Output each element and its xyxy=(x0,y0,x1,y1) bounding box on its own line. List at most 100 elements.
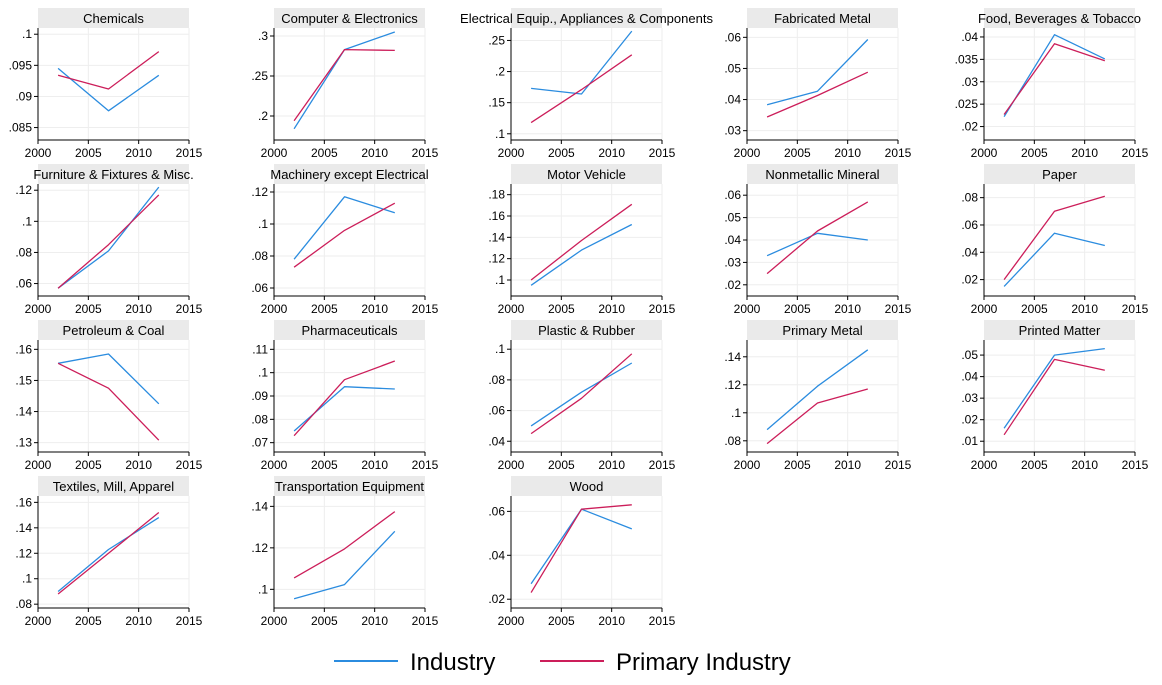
x-tick-label: 2010 xyxy=(1071,458,1098,472)
y-tick-label: .05 xyxy=(961,348,978,362)
panel-title: Pharmaceuticals xyxy=(301,323,398,338)
panel-chemicals: Chemicals .085 .09 .095 .1 2000 2005 2010 2015 xyxy=(9,8,203,160)
y-tick-label: .04 xyxy=(488,434,505,448)
panel-fabricated-metal: Fabricated Metal .03 .04 .05 .06 2000 2005 2010… xyxy=(724,8,912,160)
panel-header xyxy=(274,8,425,28)
x-tick-label: 2005 xyxy=(548,302,575,316)
x-tick-label: 2000 xyxy=(734,302,761,316)
panel-machinery-except-electrical: Machinery except Electrical .06 .08 .1 .12 20… xyxy=(251,164,439,316)
panel-title: Paper xyxy=(1042,167,1077,182)
x-tick-label: 2010 xyxy=(125,458,152,472)
series-line-industry xyxy=(530,362,633,427)
series-line-industry xyxy=(57,353,160,405)
y-tick-label: .14 xyxy=(15,405,32,419)
x-tick-label: 2005 xyxy=(311,614,338,628)
x-tick-label: 2005 xyxy=(311,302,338,316)
series-line-industry xyxy=(531,30,633,95)
y-tick-label: .03 xyxy=(724,255,741,269)
panel-header xyxy=(747,320,898,340)
x-tick-label: 2015 xyxy=(176,614,203,628)
y-tick-label: .08 xyxy=(724,434,741,448)
panel-title: Machinery except Electrical xyxy=(270,167,428,182)
x-tick-label: 2015 xyxy=(412,302,439,316)
y-tick-label: .035 xyxy=(955,52,979,66)
series-line-primary-industry xyxy=(530,54,633,124)
x-tick-label: 2005 xyxy=(1021,302,1048,316)
x-tick-label: 2015 xyxy=(649,146,676,160)
series-line-primary-industry xyxy=(57,511,160,595)
panel-header xyxy=(274,476,425,496)
y-tick-label: .1 xyxy=(258,582,268,596)
panel-food-beverages-tobacco: Food, Beverages & Tobacco .02 .025 .03 .035.… xyxy=(955,8,1149,160)
y-tick-label: .06 xyxy=(488,404,505,418)
y-tick-label: .12 xyxy=(15,546,32,560)
series-line-primary-industry xyxy=(293,202,396,268)
series-line-industry xyxy=(530,223,633,286)
y-tick-label: .095 xyxy=(9,58,33,72)
series-line-industry xyxy=(1003,34,1106,118)
panel-motor-vehicle: Motor Vehicle .1 .12 .14 .16 .18 2000 2005 2010 2… xyxy=(488,164,676,316)
panel-title: Petroleum & Coal xyxy=(63,323,165,338)
x-tick-label: 2005 xyxy=(75,458,102,472)
x-tick-label: 2015 xyxy=(412,614,439,628)
y-tick-label: .14 xyxy=(724,350,741,364)
x-tick-label: 2000 xyxy=(734,146,761,160)
x-tick-label: 2000 xyxy=(25,614,52,628)
x-tick-label: 2005 xyxy=(784,146,811,160)
x-tick-label: 2005 xyxy=(548,458,575,472)
panel-nonmetallic-mineral: Nonmetallic Mineral .02 .03 .04 .05 .06 2000 20… xyxy=(724,164,912,316)
x-tick-label: 2010 xyxy=(361,458,388,472)
x-tick-label: 2000 xyxy=(971,146,998,160)
panel-header xyxy=(274,164,425,184)
x-tick-label: 2010 xyxy=(125,146,152,160)
panel-title: Electrical Equip., Appliances & Componen… xyxy=(460,11,713,26)
x-tick-label: 2010 xyxy=(1071,146,1098,160)
series-line-primary-industry xyxy=(530,353,633,435)
y-tick-label: .15 xyxy=(15,373,32,387)
y-tick-label: .06 xyxy=(724,30,741,44)
x-tick-label: 2010 xyxy=(361,146,388,160)
x-tick-label: 2000 xyxy=(498,146,525,160)
y-tick-label: .14 xyxy=(251,499,268,513)
y-tick-label: .14 xyxy=(15,521,32,535)
x-tick-label: 2005 xyxy=(548,146,575,160)
x-tick-label: 2015 xyxy=(412,458,439,472)
panel-header xyxy=(747,164,898,184)
x-tick-label: 2015 xyxy=(649,302,676,316)
panel-title: Plastic & Rubber xyxy=(538,323,635,338)
x-tick-label: 2000 xyxy=(971,458,998,472)
y-tick-label: .09 xyxy=(251,389,268,403)
x-tick-label: 2015 xyxy=(885,302,912,316)
x-tick-label: 2010 xyxy=(834,458,861,472)
x-tick-label: 2005 xyxy=(311,146,338,160)
legend-label-primary-industry: Primary Industry xyxy=(616,649,791,676)
series-line-primary-industry xyxy=(766,388,868,445)
y-tick-label: .12 xyxy=(488,252,505,266)
panel-header xyxy=(511,164,662,184)
panel-title: Food, Beverages & Tobacco xyxy=(978,11,1141,26)
panel-title: Nonmetallic Mineral xyxy=(765,167,879,182)
series-line-primary-industry xyxy=(1003,358,1105,436)
y-tick-label: .1 xyxy=(22,572,32,586)
series-line-industry xyxy=(57,67,160,112)
panel-header xyxy=(511,8,662,28)
panel-electrical-equip-appliances-components: Electrical Equip., Appliances & Componen… xyxy=(460,8,713,160)
x-tick-label: 2010 xyxy=(598,146,625,160)
y-tick-label: .06 xyxy=(724,188,741,202)
y-tick-label: .14 xyxy=(488,230,505,244)
x-tick-label: 2015 xyxy=(176,458,203,472)
x-tick-label: 2005 xyxy=(1021,458,1048,472)
panel-header xyxy=(274,320,425,340)
y-tick-label: .07 xyxy=(251,436,268,450)
panel-header xyxy=(984,164,1135,184)
panel-header xyxy=(984,320,1135,340)
panel-title: Motor Vehicle xyxy=(547,167,626,182)
y-tick-label: .02 xyxy=(961,413,978,427)
panel-title: Fabricated Metal xyxy=(774,11,871,26)
panel-header xyxy=(38,476,189,496)
x-tick-label: 2015 xyxy=(885,146,912,160)
panel-title: Transportation Equipment xyxy=(275,479,424,494)
panel-furniture-fixtures-misc: Furniture & Fixtures & Misc. .06 .08 .1 .12 2… xyxy=(15,164,203,316)
